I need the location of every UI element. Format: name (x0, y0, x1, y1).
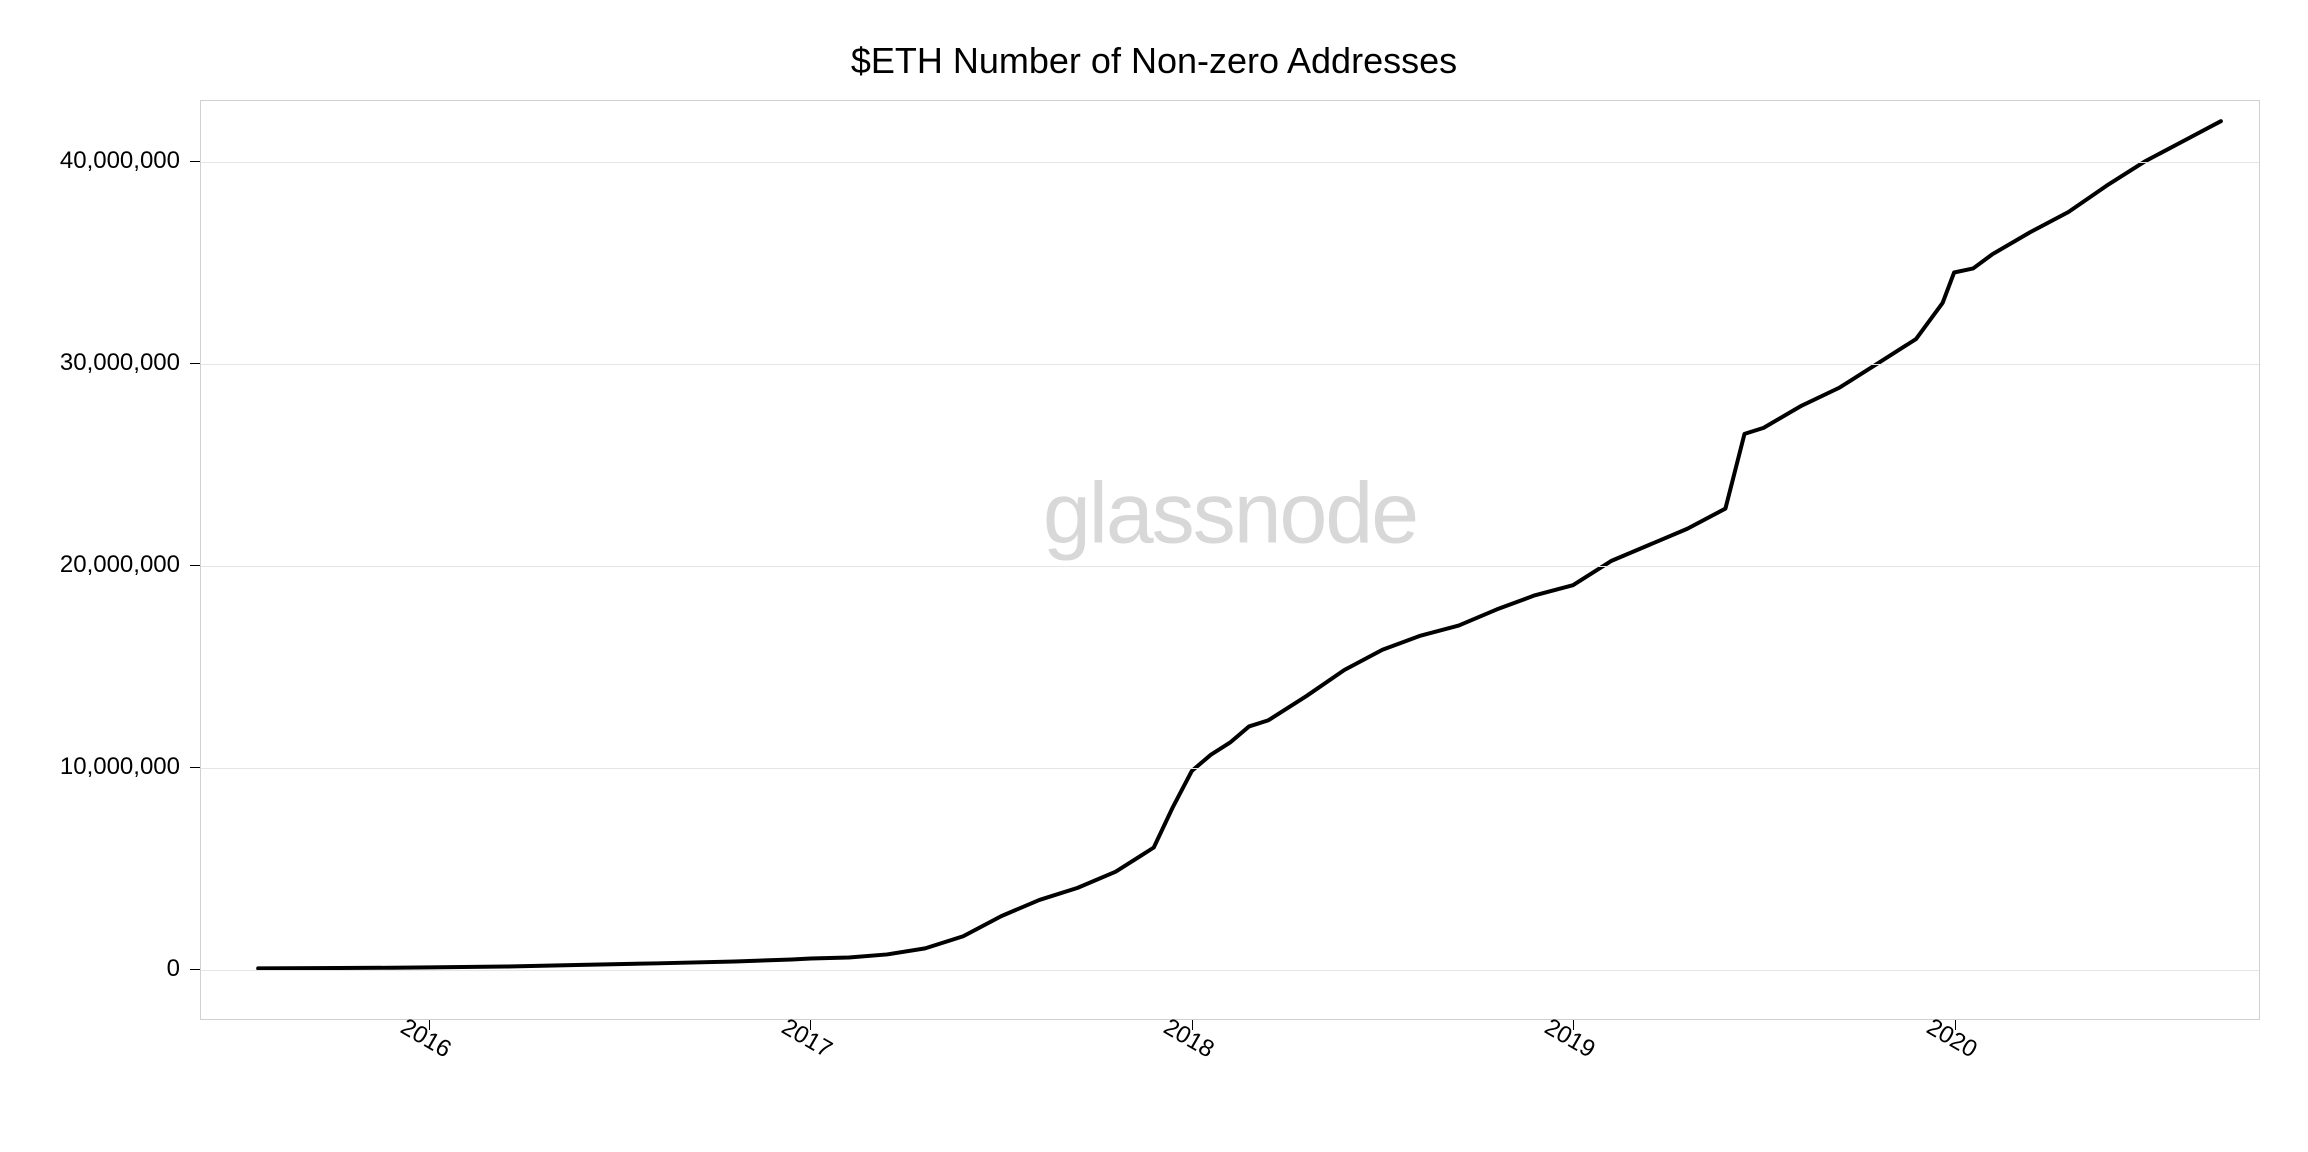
y-tick-mark (190, 363, 200, 364)
line-series (201, 101, 2259, 1019)
y-tick-label: 30,000,000 (0, 349, 180, 377)
y-tick-mark (190, 969, 200, 970)
y-tick-label: 40,000,000 (0, 147, 180, 175)
y-tick-label: 0 (0, 955, 180, 983)
x-tick-label: 2018 (1158, 1013, 1218, 1064)
plot-area: glassnode (200, 100, 2260, 1020)
gridline-horizontal (201, 566, 2259, 567)
y-tick-label: 20,000,000 (0, 551, 180, 579)
x-tick-label: 2019 (1540, 1013, 1600, 1064)
y-tick-label: 10,000,000 (0, 753, 180, 781)
chart-title: $ETH Number of Non-zero Addresses (0, 40, 2308, 82)
gridline-horizontal (201, 970, 2259, 971)
chart-container: $ETH Number of Non-zero Addresses glassn… (0, 0, 2308, 1152)
y-tick-mark (190, 767, 200, 768)
y-tick-mark (190, 161, 200, 162)
gridline-horizontal (201, 364, 2259, 365)
series-line (258, 121, 2221, 968)
gridline-horizontal (201, 768, 2259, 769)
y-tick-mark (190, 565, 200, 566)
x-tick-label: 2020 (1921, 1013, 1981, 1064)
gridline-horizontal (201, 162, 2259, 163)
x-tick-label: 2016 (395, 1013, 455, 1064)
x-tick-label: 2017 (777, 1013, 837, 1064)
